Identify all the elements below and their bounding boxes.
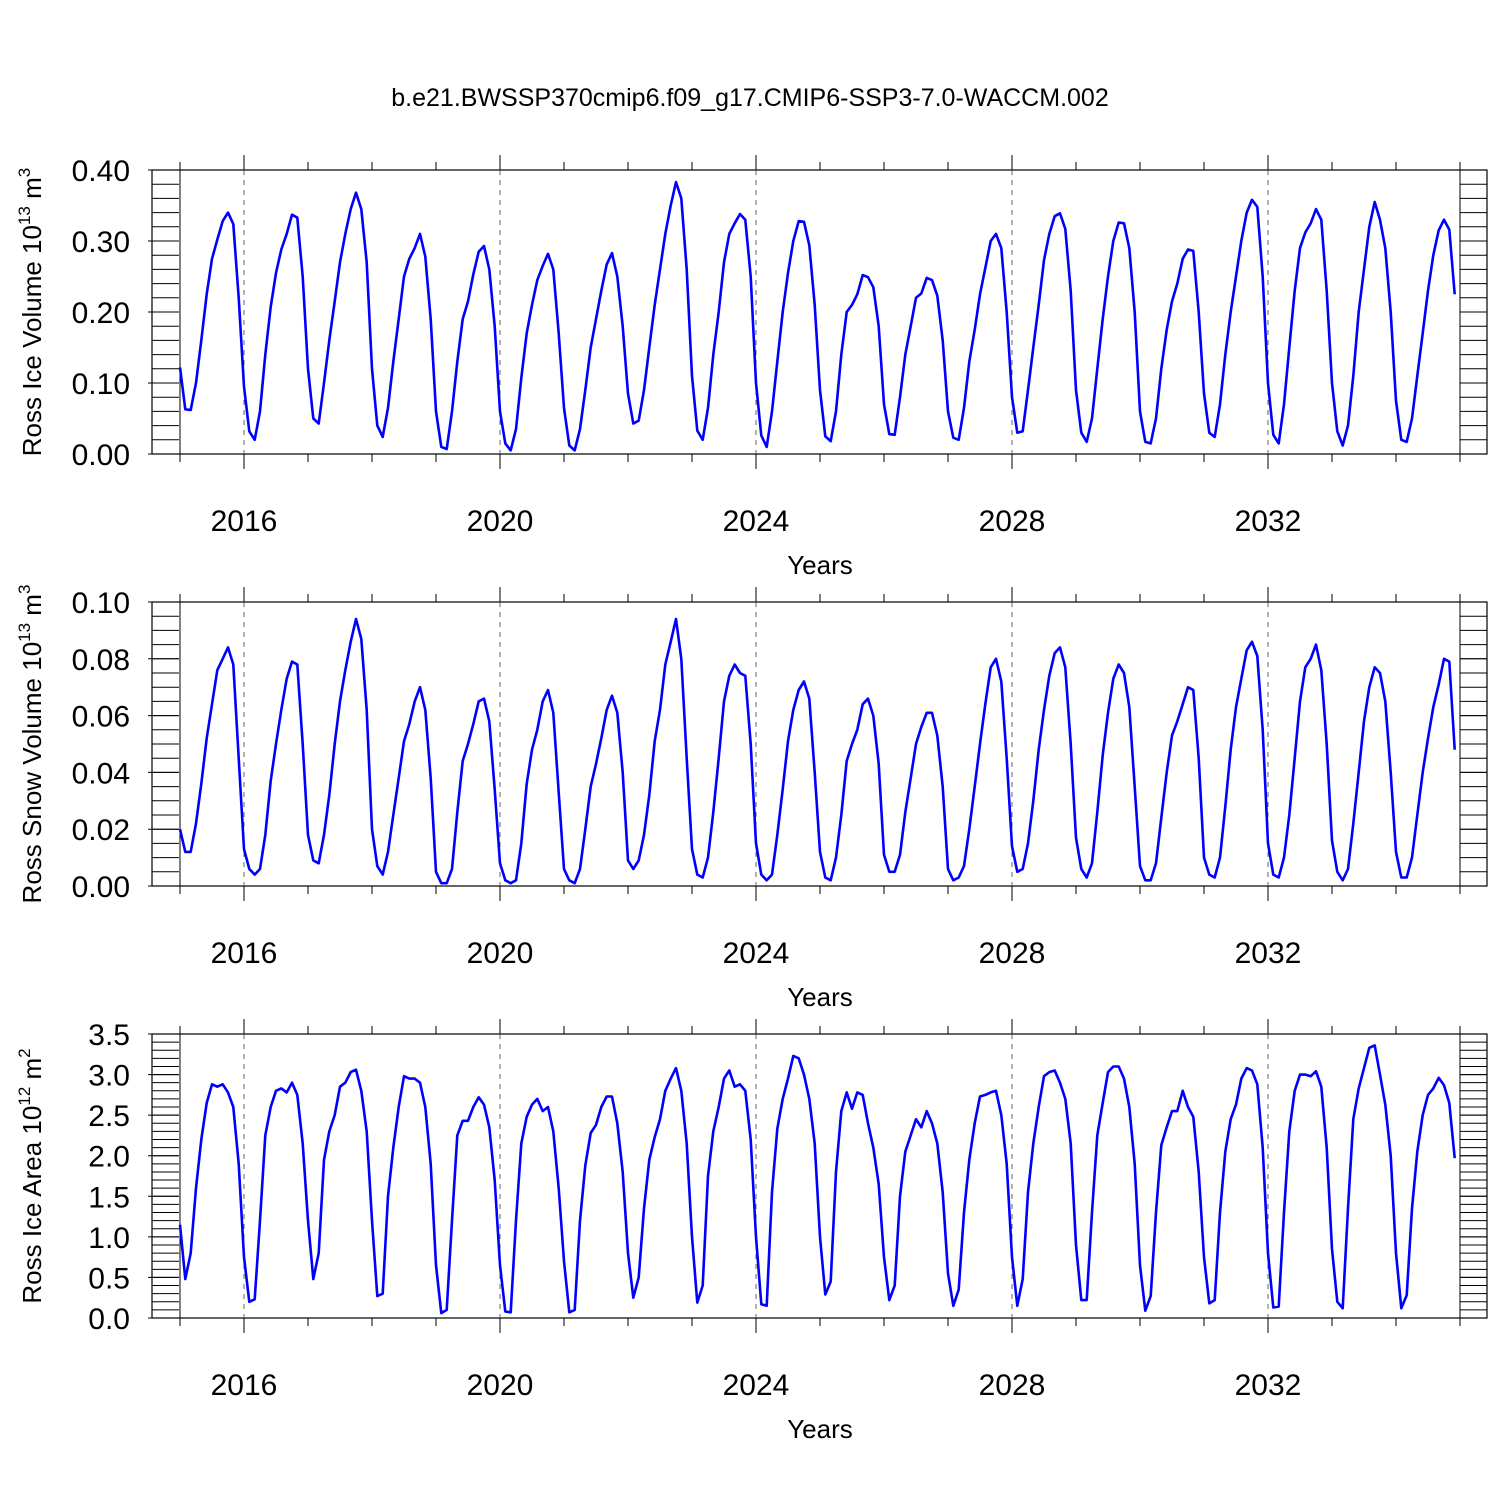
y-tick-label: 1.0 (88, 1222, 130, 1255)
series-line (178, 180, 1456, 452)
x-tick-label: 2032 (1235, 937, 1302, 970)
x-tick-label: 2020 (467, 1369, 534, 1402)
y-axis-label: Ross Ice Volume 1013 m3 (15, 168, 47, 457)
y-axis-label-superscript: 13 (15, 623, 34, 642)
y-axis-label-superscript: 13 (15, 206, 34, 225)
y-axis-label: Ross Ice Area 1012 m2 (15, 1048, 47, 1303)
x-tick-label: 2016 (211, 1369, 278, 1402)
x-tick-label: 2020 (467, 505, 534, 538)
y-tick-label: 1.5 (88, 1181, 130, 1214)
y-axis-label-part: m (17, 594, 47, 623)
y-tick-label: 0.06 (72, 701, 130, 734)
x-tick-label: 2032 (1235, 505, 1302, 538)
y-axis-label-part: Ross Ice Area 10 (17, 1106, 47, 1304)
y-tick-label: 0.5 (88, 1262, 130, 1295)
panels: 0.00 0.10 0.20 0.30 0.40 2016 2020 2024 2028 2032… (15, 155, 1488, 1444)
y-tick-label: 0.20 (72, 297, 130, 330)
y-tick-label: 0.00 (72, 439, 130, 472)
x-tick-label: 2024 (723, 1369, 790, 1402)
x-axis-label: Years (787, 550, 853, 580)
y-tick-label: 3.0 (88, 1060, 130, 1093)
y-axis-label-superscript: 12 (15, 1087, 34, 1106)
y-tick-label: 0.0 (88, 1303, 130, 1336)
y-tick-label: 3.5 (88, 1019, 130, 1052)
x-tick-label: 2020 (467, 937, 534, 970)
y-axis-label: Ross Snow Volume 1013 m3 (15, 585, 47, 904)
y-tick-label: 0.10 (72, 368, 130, 401)
y-tick-label: 2.5 (88, 1100, 130, 1133)
plot-frame (151, 169, 1488, 455)
y-axis-label-part: m (17, 1058, 47, 1087)
x-tick-label: 2028 (979, 505, 1046, 538)
x-tick-label: 2024 (723, 937, 790, 970)
y-tick-label: 2.0 (88, 1141, 130, 1174)
x-tick-label: 2028 (979, 1369, 1046, 1402)
y-tick-label: 0.04 (72, 757, 130, 790)
x-tick-label: 2028 (979, 937, 1046, 970)
y-tick-label: 0.40 (72, 155, 130, 188)
panel-3: 0.0 0.5 1.0 1.5 2.0 2.5 3.0 3.5 2016 2020 2024 2028… (15, 1019, 1488, 1444)
x-tick-label: 2032 (1235, 1369, 1302, 1402)
x-axis-label: Years (787, 1414, 853, 1444)
y-axis-label-part: Ross Ice Volume 10 (17, 225, 47, 456)
x-axis-label: Years (787, 982, 853, 1012)
x-tick-label: 2024 (723, 505, 790, 538)
panel-1: 0.00 0.10 0.20 0.30 0.40 2016 2020 2024 2028 2032… (15, 155, 1488, 580)
y-tick-label: 0.10 (72, 587, 130, 620)
y-axis-label-superscript: 3 (15, 585, 34, 594)
y-axis-label-part: m (17, 177, 47, 206)
y-axis-label-superscript: 2 (15, 1048, 34, 1057)
figure-title: b.e21.BWSSP370cmip6.f09_g17.CMIP6-SSP3-7… (391, 84, 1108, 112)
y-tick-label: 0.08 (72, 644, 130, 677)
series-line (178, 617, 1456, 885)
panel-2: 0.00 0.02 0.04 0.06 0.08 0.10 2016 2020 2024 2028… (15, 585, 1488, 1012)
y-tick-label: 0.02 (72, 814, 130, 847)
y-tick-label: 0.00 (72, 871, 130, 904)
series-line (178, 1044, 1456, 1315)
y-axis-label-superscript: 3 (15, 168, 34, 177)
y-tick-label: 0.30 (72, 226, 130, 259)
x-tick-label: 2016 (211, 937, 278, 970)
x-tick-label: 2016 (211, 505, 278, 538)
y-axis-label-part: Ross Snow Volume 10 (17, 642, 47, 904)
